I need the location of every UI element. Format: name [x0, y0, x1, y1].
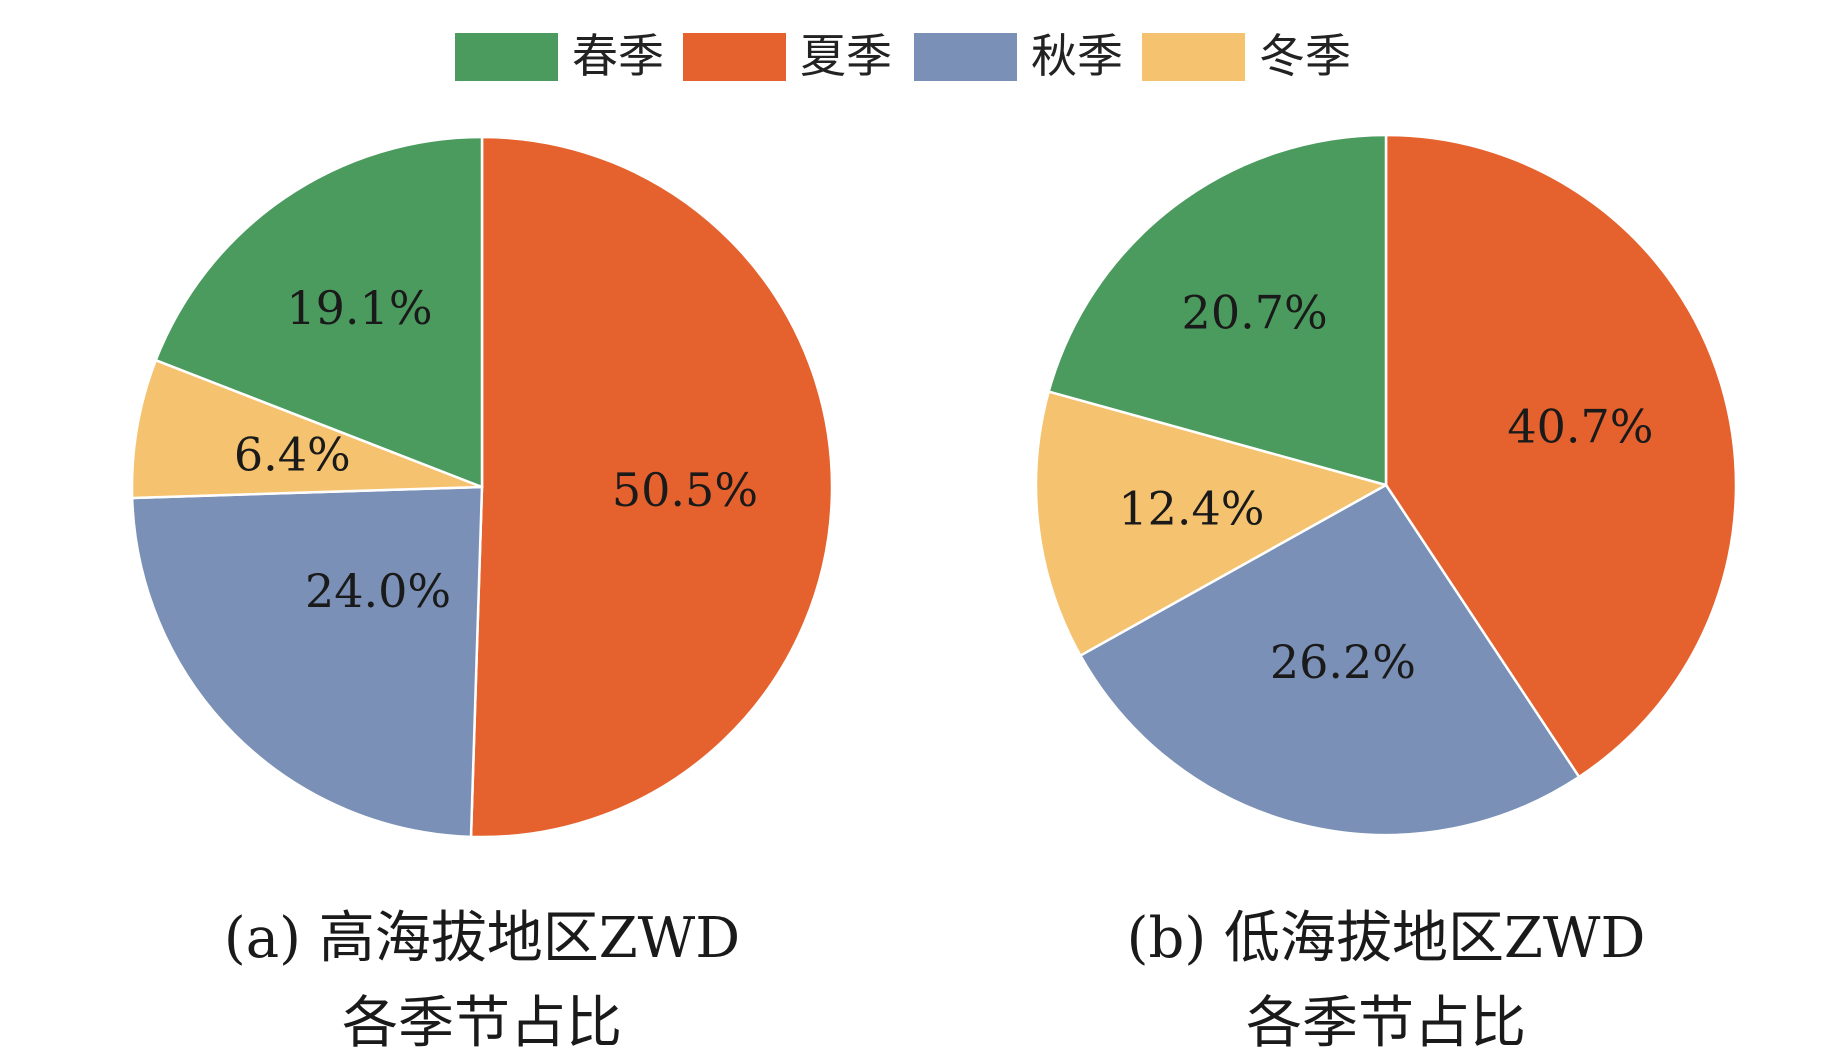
pie-a-label-spring: 19.1%	[286, 281, 432, 335]
legend-swatch-autumn	[914, 33, 1017, 81]
pie-a-slice-summer	[469, 135, 834, 839]
caption-a-line-2: 各季节占比	[342, 991, 622, 1056]
legend-swatch-spring	[455, 33, 558, 81]
pie-charts: 50.5% 24.0% 6.4% 19.1% 40.7% 26.2% 12.4% 20.7%	[130, 133, 1738, 839]
pie-b-slice-spring	[1047, 133, 1388, 487]
caption-b-line-1: (b) 低海拔地区ZWD	[1127, 906, 1646, 971]
legend-label-spring: 春季	[572, 29, 664, 83]
chart-captions: (a) 高海拔地区ZWD 各季节占比 (b) 低海拔地区ZWD 各季节占比	[224, 906, 1645, 1056]
legend-label-autumn: 秋季	[1031, 29, 1123, 83]
caption-a-line-1: (a) 高海拔地区ZWD	[224, 906, 740, 971]
legend-swatch-winter	[1142, 33, 1245, 81]
pie-a-label-winter: 6.4%	[234, 427, 351, 481]
pie-a-label-autumn: 24.0%	[305, 564, 451, 618]
pie-chart-b: 40.7% 26.2% 12.4% 20.7%	[1034, 133, 1738, 837]
pie-b-label-summer: 40.7%	[1507, 400, 1653, 454]
pie-a-slice-winter	[130, 358, 484, 500]
legend-label-summer: 夏季	[800, 29, 892, 83]
pie-a-slice-autumn	[130, 485, 484, 839]
pie-a-slice-spring	[154, 135, 484, 489]
pie-b-label-winter: 12.4%	[1118, 481, 1264, 535]
legend-label-winter: 冬季	[1259, 29, 1351, 83]
caption-b-line-2: 各季节占比	[1246, 991, 1526, 1056]
pie-chart-a: 50.5% 24.0% 6.4% 19.1%	[130, 135, 834, 839]
legend: 春季 夏季 秋季 冬季	[455, 29, 1351, 83]
pie-b-slice-autumn	[1079, 483, 1581, 837]
pie-b-slice-winter	[1034, 390, 1388, 657]
pie-a-label-summer: 50.5%	[612, 463, 758, 517]
pie-b-label-spring: 20.7%	[1182, 285, 1328, 339]
pie-b-label-autumn: 26.2%	[1270, 635, 1416, 689]
legend-swatch-summer	[683, 33, 786, 81]
